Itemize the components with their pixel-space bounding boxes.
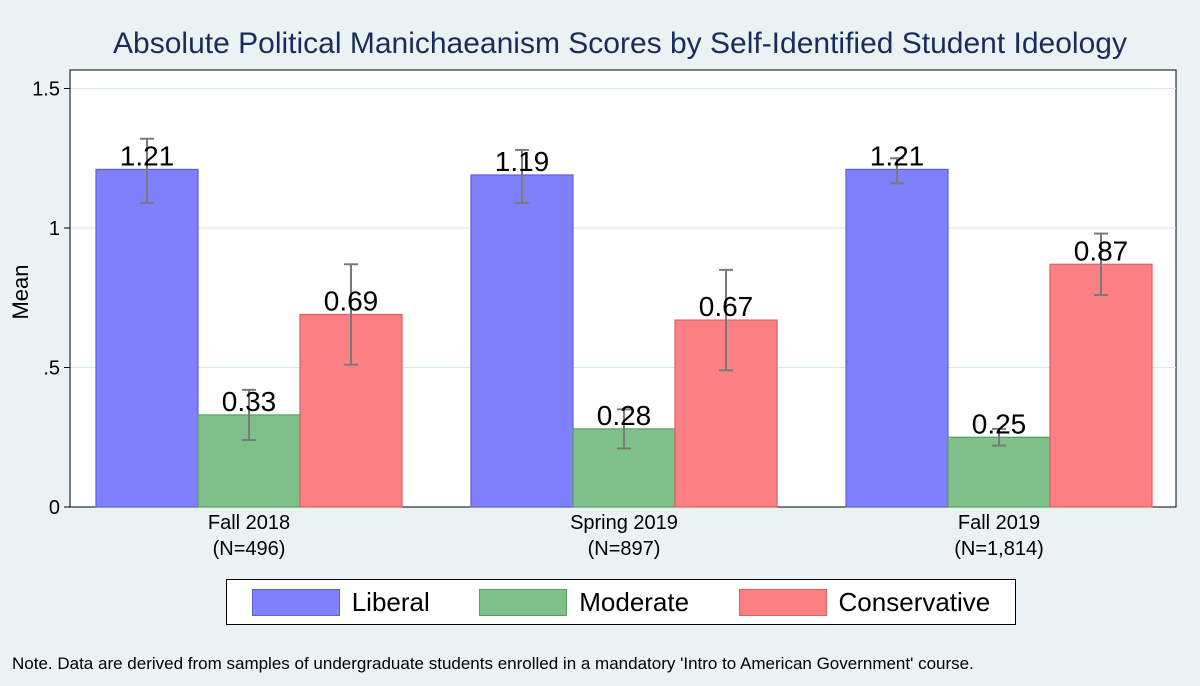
legend-item-liberal: Liberal — [251, 586, 430, 618]
legend-label-conservative: Conservative — [838, 586, 991, 617]
legend: Liberal Moderate Conservative — [226, 579, 1016, 625]
legend-label-moderate: Moderate — [579, 586, 690, 617]
legend-swatch-moderate — [479, 588, 568, 616]
x-tick-label-n: (N=496) — [213, 538, 286, 560]
x-axis: Fall 2018 (N=496) Spring 2019 (N=897) Fall 2… — [208, 512, 1044, 560]
legend-swatch-liberal — [251, 588, 340, 616]
data-label: 1.21 — [120, 140, 175, 171]
grid-layer — [70, 88, 1176, 368]
y-tick-label: 1.5 — [32, 79, 60, 101]
bar-liberal — [470, 174, 574, 508]
x-tick-label-n: (N=897) — [588, 538, 661, 560]
y-tick-label: 0 — [49, 497, 60, 519]
data-label: 1.19 — [495, 146, 550, 177]
bar-conservative — [1049, 263, 1153, 508]
x-tick-label-n: (N=1,814) — [954, 538, 1044, 560]
data-label: 0.28 — [597, 400, 652, 431]
legend-item-conservative: Conservative — [738, 586, 991, 618]
x-tick-label: Fall 2018 — [208, 512, 290, 534]
x-tick-label: Fall 2019 — [958, 512, 1040, 534]
x-tick-label: Spring 2019 — [570, 512, 678, 534]
bars-layer: 1.21 0.33 0.69 1.19 0.28 0.67 1.21 0.25 0.87 — [95, 137, 1153, 508]
data-label: 0.67 — [699, 291, 754, 322]
chart-title: Absolute Political Manichaeanism Scores … — [113, 27, 1127, 60]
bar-liberal — [845, 168, 949, 508]
data-label: 0.25 — [972, 408, 1027, 439]
data-label: 0.87 — [1074, 235, 1129, 266]
y-tick-label: 1 — [49, 218, 60, 240]
bar-moderate — [947, 436, 1051, 508]
footnote: Note. Data are derived from samples of u… — [12, 654, 974, 673]
y-tick-label: .5 — [43, 358, 60, 380]
legend-label-liberal: Liberal — [351, 586, 430, 617]
y-axis-label: Mean — [8, 264, 33, 319]
legend-swatch-conservative — [738, 588, 827, 616]
legend-item-moderate: Moderate — [479, 587, 689, 618]
data-label: 0.69 — [324, 285, 379, 316]
data-label: 1.21 — [870, 140, 925, 171]
data-label: 0.33 — [222, 386, 277, 417]
y-axis: 0 .5 1 1.5 — [32, 70, 71, 519]
bar-liberal — [95, 168, 199, 508]
